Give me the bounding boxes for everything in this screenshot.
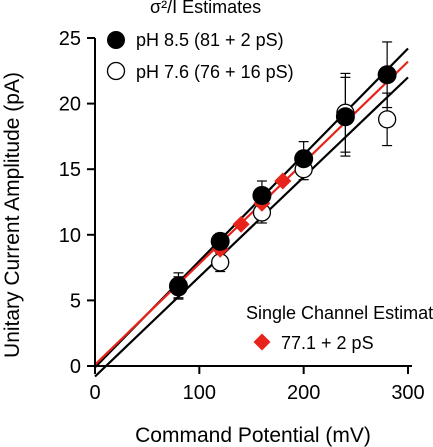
point-ph85 xyxy=(294,149,314,169)
legend-top: σ²/I Estimates pH 8.5 (81 + 2 pS) pH 7.6… xyxy=(106,0,294,82)
y-tick-label: 20 xyxy=(59,94,81,116)
fit-ph76-line xyxy=(94,76,409,378)
point-ph85 xyxy=(252,185,272,205)
x-tick-label: 300 xyxy=(391,382,424,404)
fit-lines xyxy=(94,47,409,378)
data-marks xyxy=(168,41,397,300)
legend-marker-ph76 xyxy=(106,61,126,81)
point-ph85 xyxy=(335,107,355,127)
legend-bottom: Single Channel Estimate 77.1 + 2 pS xyxy=(246,303,433,353)
fit-single-line xyxy=(94,60,409,366)
x-tick-label: 100 xyxy=(183,382,216,404)
point-single xyxy=(274,172,292,190)
x-axis-label: Command Potential (mV) xyxy=(135,424,371,447)
legend-label-ph85: pH 8.5 (81 + 2 pS) xyxy=(136,30,284,50)
point-single xyxy=(232,215,250,233)
ticks: 0 100 200 300 0 5 10 15 20 25 xyxy=(59,28,425,404)
legend2-title: Single Channel Estimate xyxy=(246,303,433,323)
point-ph85 xyxy=(377,65,397,85)
y-axis-label: Unitary Current Amplitude (pA) xyxy=(1,72,24,358)
legend-marker-single xyxy=(253,333,271,351)
axes xyxy=(94,38,412,367)
legend-marker-ph85 xyxy=(107,31,125,49)
legend-label-ph76: pH 7.6 (76 + 16 pS) xyxy=(136,62,294,82)
point-ph85 xyxy=(168,276,188,296)
legend-label-single: 77.1 + 2 pS xyxy=(281,333,374,353)
y-tick-label: 10 xyxy=(59,225,81,247)
point-ph76 xyxy=(377,110,397,129)
x-tick-label: 0 xyxy=(89,382,100,404)
y-tick-label: 5 xyxy=(70,290,81,312)
y-tick-label: 25 xyxy=(59,28,81,50)
y-tick-label: 15 xyxy=(59,159,81,181)
x-tick-label: 200 xyxy=(287,382,320,404)
point-ph85 xyxy=(210,231,230,251)
legend-title: σ²/I Estimates xyxy=(150,0,261,17)
y-tick-label: 0 xyxy=(70,356,81,378)
